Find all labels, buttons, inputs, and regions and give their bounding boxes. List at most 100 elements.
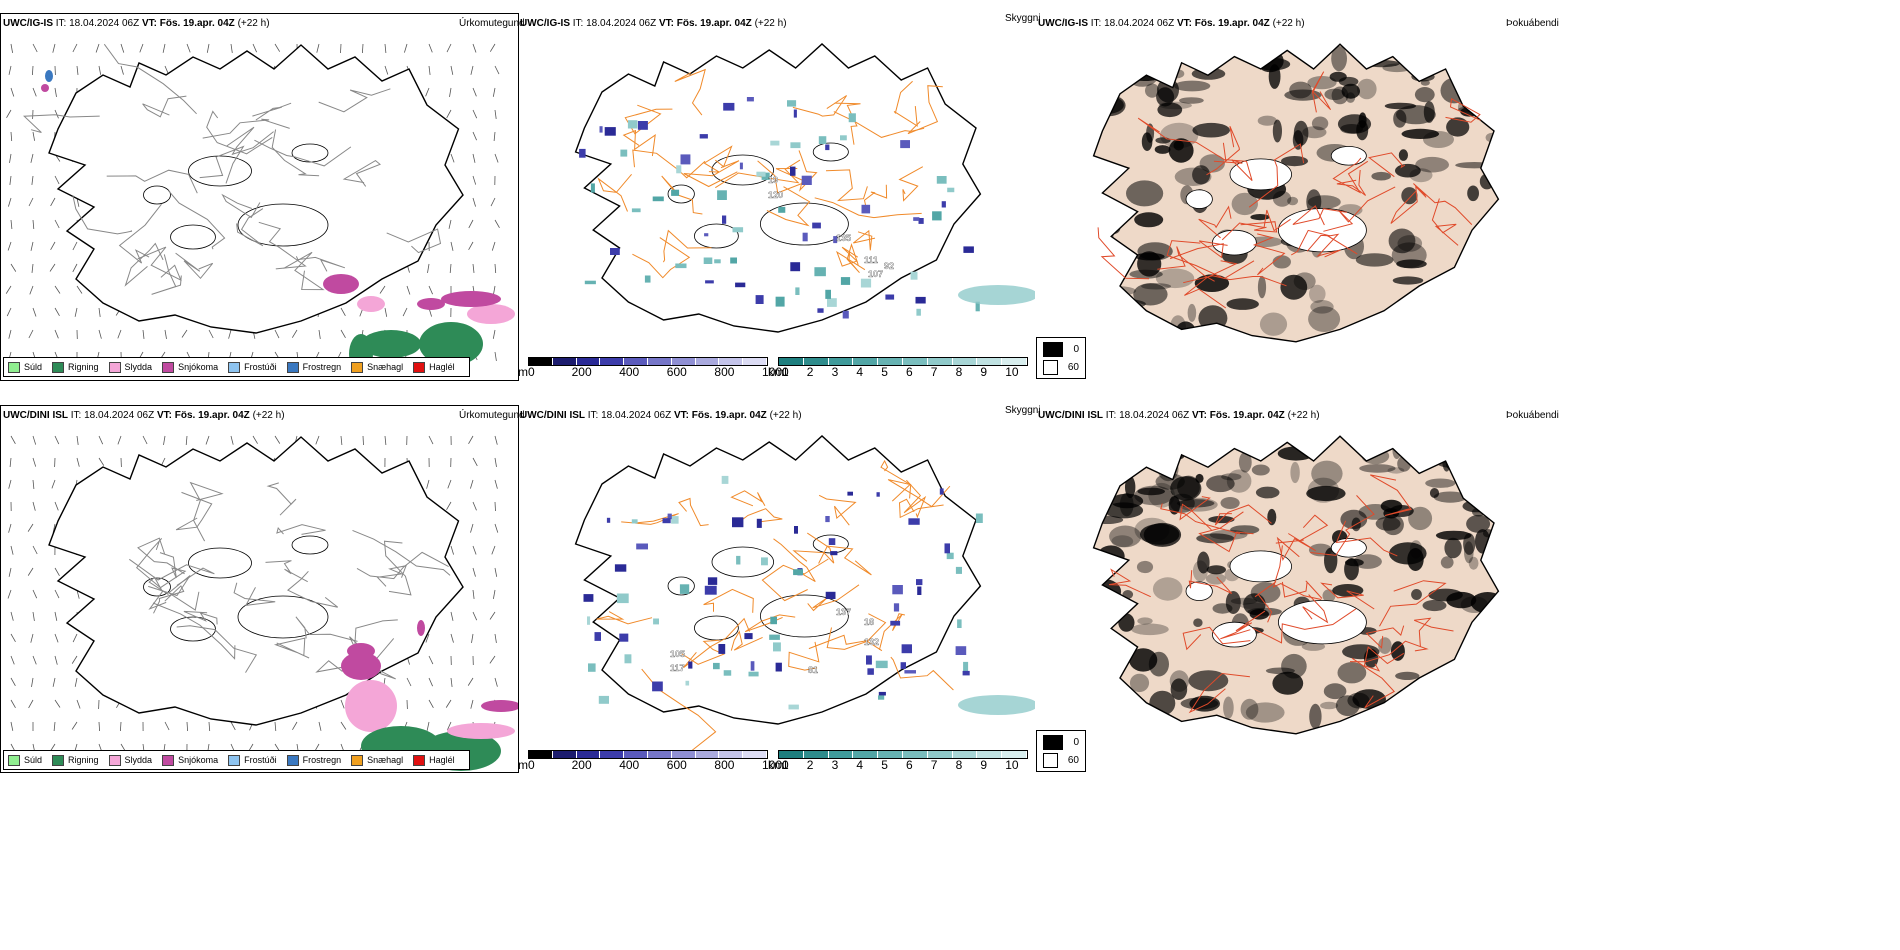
fog-cell <box>1306 189 1322 215</box>
vt-label: VT: <box>156 410 172 421</box>
it-label: IT: <box>70 410 82 421</box>
fog-cell <box>1198 305 1228 331</box>
colorbar-tick-label: 800 <box>714 365 735 379</box>
fog-cell <box>1173 447 1186 460</box>
wind-barb <box>72 263 78 273</box>
road-line <box>176 625 258 673</box>
vt-value: Fös. 19.apr. 04Z <box>159 18 235 29</box>
run-info-header: UWC/DINI ISL IT: 18.04.2024 06Z VT: Fös.… <box>520 410 802 421</box>
cloud-cell <box>793 109 797 118</box>
vt-label: VT: <box>658 18 674 29</box>
legend-swatch <box>52 361 65 373</box>
wind-barb <box>164 721 170 731</box>
wind-barb <box>54 435 60 445</box>
colorbar-tick-label: 400 <box>619 365 640 379</box>
road-line <box>236 208 264 247</box>
wind-barb <box>76 285 83 294</box>
road-line <box>1097 227 1150 280</box>
model-name: UWC/IG-IS <box>3 18 53 29</box>
fog-cell <box>1169 670 1189 692</box>
road-line <box>383 540 412 596</box>
cloud-cell <box>790 262 801 272</box>
wind-barb <box>10 699 16 708</box>
fog-cell <box>1440 556 1454 569</box>
road-line <box>1220 610 1266 640</box>
road-line <box>124 242 164 287</box>
cloud-base-value: 137 <box>836 607 851 617</box>
wind-barb <box>120 721 122 732</box>
wind-barb <box>274 43 281 52</box>
cloud-cell <box>830 551 838 556</box>
wind-barb <box>470 65 474 75</box>
run-info-header: UWC/IG-IS IT: 18.04.2024 06Z VT: Fös. 19… <box>520 18 787 29</box>
legend-item: Frostúði <box>228 754 277 766</box>
wind-barb <box>489 611 496 620</box>
colorbar-tick-label: 800 <box>714 758 735 772</box>
fog-cell <box>1257 115 1277 126</box>
run-info-header: UWC/IG-IS IT: 18.04.2024 06Z VT: Fös. 19… <box>3 18 270 29</box>
road-line <box>683 617 750 668</box>
colorbar-cell <box>902 751 928 758</box>
road-line <box>907 85 943 135</box>
cloud-base-value: 107 <box>868 269 883 279</box>
road-line <box>1320 582 1375 610</box>
legend-label: Slydda <box>124 755 153 765</box>
fog-cell <box>1292 130 1304 150</box>
wind-barb <box>98 65 102 75</box>
fog-cell <box>1355 253 1394 267</box>
legend-item: Rigning <box>52 361 99 373</box>
wind-barb <box>340 329 346 338</box>
fog-cell <box>1398 149 1408 161</box>
road-line <box>1311 71 1332 113</box>
fog-cell <box>1468 64 1479 86</box>
wind-barb <box>10 611 14 621</box>
legend-swatch <box>8 754 20 766</box>
fog-cell <box>1289 81 1312 99</box>
legend-label: Snæhagl <box>367 362 404 372</box>
cloud-cell <box>918 218 924 224</box>
fog-cell <box>1453 74 1488 88</box>
cloud-cell <box>732 517 744 528</box>
cloud-cell <box>624 654 632 664</box>
fog-cell <box>1231 192 1258 216</box>
wind-barb <box>10 131 13 142</box>
fog-cell <box>1415 156 1449 173</box>
wind-barb <box>54 329 59 339</box>
fog-cell <box>1128 325 1164 333</box>
colorbar-tick-label: 1000 <box>762 758 789 772</box>
wind-barb <box>318 721 322 731</box>
glacier-outline <box>143 185 171 205</box>
cloud-cell <box>946 552 954 560</box>
fog-cell <box>1360 712 1382 734</box>
wind-barb <box>120 43 125 53</box>
cloud-cell <box>802 232 808 242</box>
precip-map <box>5 43 515 374</box>
colorbar-tick-label: 7 <box>930 758 938 772</box>
road-line <box>252 102 292 121</box>
fog-cell <box>1136 560 1154 574</box>
precip-area <box>323 274 359 294</box>
fog-cell <box>1441 278 1475 290</box>
fog-cell <box>1281 653 1307 679</box>
wind-barb <box>468 219 474 229</box>
wind-barb <box>230 435 234 445</box>
cloud-cell <box>598 695 609 704</box>
colorbar-cell <box>927 751 953 758</box>
road-line <box>1198 205 1232 239</box>
road-line <box>1182 626 1251 651</box>
legend-label: Súld <box>24 362 43 372</box>
colorbar-tick-label: 10 <box>1005 758 1019 772</box>
cloud-cell <box>861 204 871 214</box>
it-label: IT: <box>572 18 584 29</box>
fog-cell <box>1118 65 1140 83</box>
wind-barb <box>8 523 12 533</box>
cloud-cell <box>790 142 801 149</box>
precip-panel-title: Úrkomutegund <box>459 410 525 421</box>
fog-cell <box>1192 122 1230 138</box>
fog-cell <box>1281 156 1308 167</box>
colorbar-cell <box>952 358 978 365</box>
lead-time: (+22 h) <box>1272 18 1305 29</box>
legend-label: Snæhagl <box>367 755 404 765</box>
fog-cell <box>1220 497 1240 509</box>
